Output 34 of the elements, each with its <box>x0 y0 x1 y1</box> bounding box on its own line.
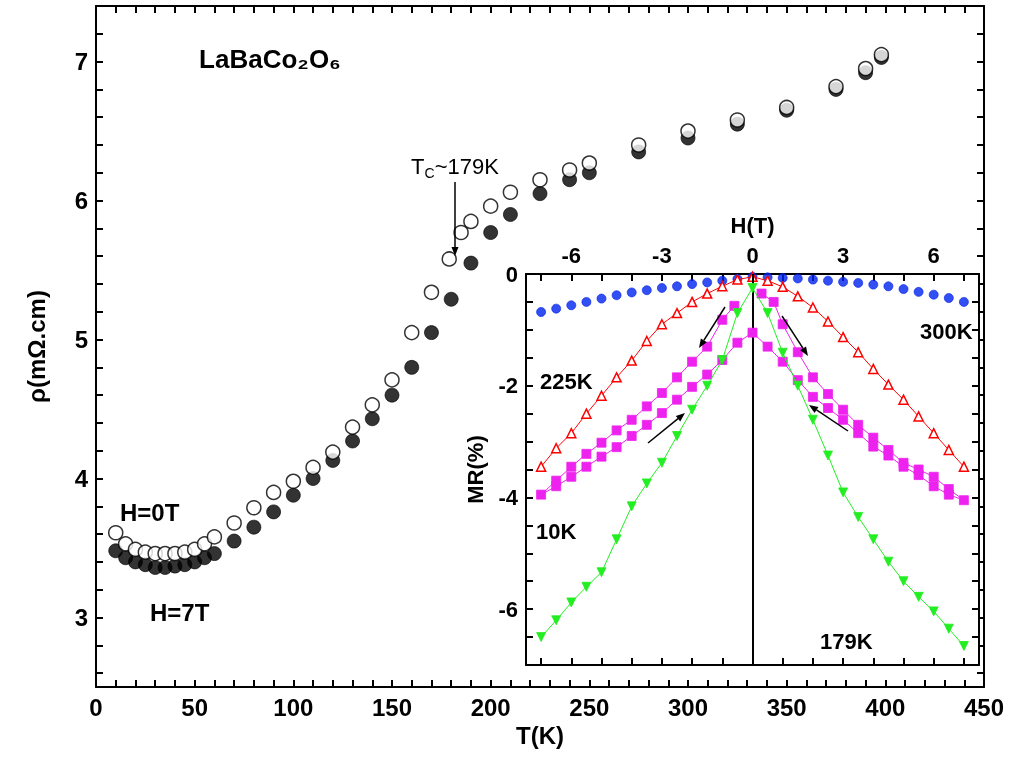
series-label: 10K <box>536 518 577 544</box>
x-tick-label: 400 <box>865 693 906 721</box>
x-tick-label: 350 <box>766 693 807 721</box>
y-axis-title: MR(%) <box>462 435 488 504</box>
x-tick-label: 100 <box>273 693 314 721</box>
x-tick-label: 300 <box>667 693 709 721</box>
y-tick-label: -6 <box>498 596 518 622</box>
y-tick-label: 3 <box>74 604 88 632</box>
x-tick-label: 50 <box>181 693 209 721</box>
y-tick-label: 5 <box>74 326 88 354</box>
x-tick-label: 200 <box>470 693 511 721</box>
series-label: 300K <box>920 318 973 344</box>
y-tick-label: -4 <box>498 484 519 510</box>
x-tick-label: 150 <box>371 693 413 721</box>
series-label: H=7T <box>150 598 210 626</box>
y-tick-label: 0 <box>505 261 518 287</box>
y-tick-label: 7 <box>74 48 88 76</box>
x-tick-label: -3 <box>652 242 672 268</box>
annotation: LaBaCo₂O₆ <box>199 44 341 74</box>
x-axis-title: T(K) <box>516 722 564 750</box>
series-label: H=0T <box>120 498 180 526</box>
series-label: 225K <box>540 368 593 394</box>
y-axis-title: ρ(mΩ.cm) <box>22 290 50 403</box>
x-tick-label: 3 <box>836 242 850 268</box>
y-tick-label: -2 <box>498 373 518 399</box>
x-tick-label: -6 <box>561 242 582 268</box>
x-axis-title: H(T) <box>730 212 775 238</box>
x-tick-label: 6 <box>927 242 940 268</box>
y-tick-label: 4 <box>74 465 89 493</box>
y-tick-label: 6 <box>74 187 88 215</box>
text: 179K <box>820 628 873 654</box>
x-tick-label: 0 <box>746 242 759 268</box>
x-tick-label: 450 <box>963 693 1005 721</box>
x-tick-label: 250 <box>569 693 610 721</box>
